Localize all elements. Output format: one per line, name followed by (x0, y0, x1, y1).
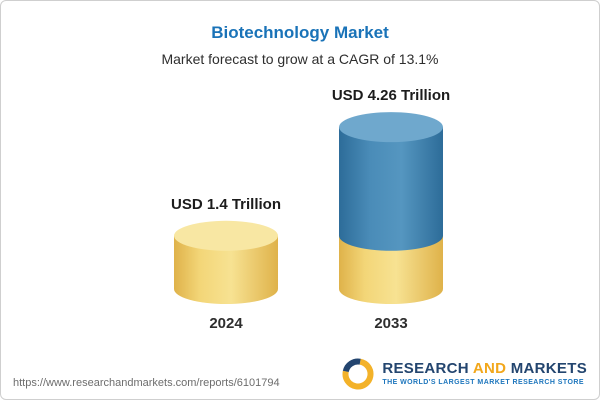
cylinder-bar-2033 (339, 112, 443, 304)
brand-name: RESEARCH AND MARKETS (382, 359, 587, 378)
cylinder-bar-2024 (174, 220, 278, 304)
brand-tagline: THE WORLD'S LARGEST MARKET RESEARCH STOR… (382, 379, 584, 387)
brand-logo: RESEARCH AND MARKETS THE WORLD'S LARGEST… (341, 357, 587, 391)
bar-value-label-2024: USD 1.4 Trillion (171, 196, 281, 213)
brand-word-and: AND (472, 359, 507, 377)
bar-value-label-2033: USD 4.26 Trillion (332, 87, 450, 104)
report-url: https://www.researchandmarkets.com/repor… (13, 377, 280, 389)
research-and-markets-logo-icon (342, 358, 374, 390)
market-forecast-chart: USD 1.4 Trillion 2024 USD 4.26 Trillion 203… (171, 87, 450, 332)
bar-category-label-2024: 2024 (209, 315, 243, 332)
bar-category-label-2033: 2033 (374, 315, 407, 332)
brand-word-markets: MARKETS (510, 359, 587, 377)
brand-text: RESEARCH AND MARKETS THE WORLD'S LARGEST… (382, 359, 587, 387)
chart-subtitle: Market forecast to grow at a CAGR of 13.… (161, 51, 439, 67)
brand-word-research: RESEARCH (382, 359, 469, 377)
chart-title: Biotechnology Market (211, 23, 389, 42)
